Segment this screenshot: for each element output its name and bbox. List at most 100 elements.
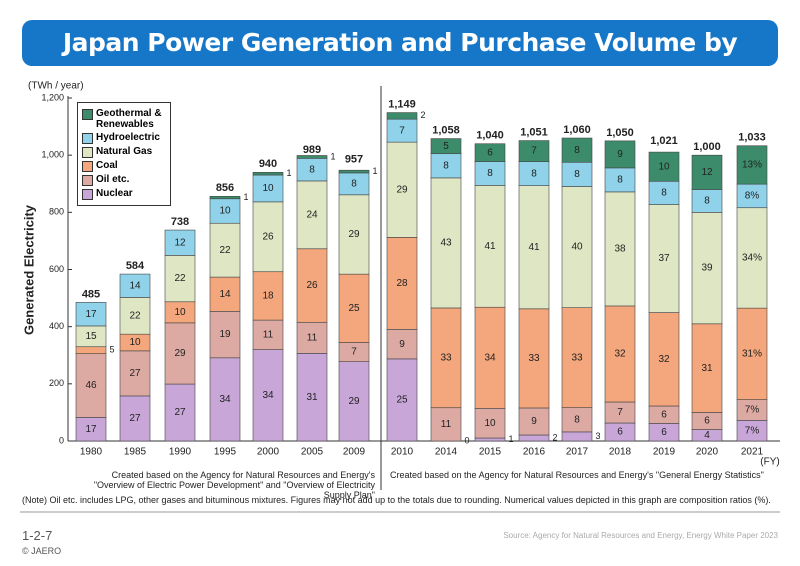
bar-segment [474,185,506,308]
data-label: 29 [348,396,360,407]
data-label: 6 [661,427,667,438]
x-tick-label: 1980 [80,447,103,458]
total-label: 940 [259,158,277,170]
y-tick-label: 600 [49,264,64,274]
bar-segment [209,198,241,224]
y-tick-label: 400 [49,321,64,331]
legend-label: Geothermal & Renewables [96,108,162,130]
data-label: 18 [262,291,274,302]
data-label: 8 [574,414,580,425]
bar-segment [736,307,768,400]
x-tick-label: 2009 [343,447,366,458]
x-tick-label: 2000 [257,447,280,458]
legend-label: Natural Gas [96,146,153,157]
bar-segment [604,140,636,169]
x-tick-label: 2017 [566,447,589,458]
source-right: Created based on the Agency for Natural … [390,470,764,480]
x-tick-label: 2014 [435,447,458,458]
data-label: 33 [440,352,452,363]
data-label: 1 [508,434,513,444]
title-banner: Japan Power Generation and Purchase Volu… [22,20,778,103]
total-label: 738 [171,216,189,228]
data-label: 31 [306,392,318,403]
bar-segment [518,407,550,436]
x-tick-label: 2019 [653,447,676,458]
data-label: 26 [306,280,318,291]
total-label: 1,051 [520,126,548,138]
data-label: 28 [396,278,408,289]
data-label: 29 [174,348,186,359]
legend-swatch [82,161,93,172]
legend-item: Oil etc. [82,174,166,186]
x-tick-label: 2015 [479,447,502,458]
y-tick-label: 0 [59,435,64,445]
data-label: 25 [348,303,360,314]
bar-segment [119,273,151,298]
data-label: 8 [574,145,580,156]
data-label: 34 [484,352,496,363]
data-label: 39 [701,263,713,274]
copyright: © JAERO [22,546,62,556]
data-label: 4 [704,430,710,441]
data-label: 22 [129,310,141,321]
legend-item: Hydroelectric [82,132,166,144]
bar-segment [209,311,241,359]
bar-segment [338,169,370,174]
data-label: 7% [745,405,760,416]
x-tick-label: 2021 [741,447,764,458]
x-tick-label: 2018 [609,447,632,458]
data-label: 27 [129,413,141,424]
bar-segment [518,161,550,186]
total-label: 1,058 [432,124,460,136]
total-label: 989 [303,144,321,156]
legend-swatch [82,189,93,200]
bar-segment [736,145,768,185]
data-label: 1 [330,151,335,161]
bar-segment [561,407,593,433]
total-label: 1,033 [738,132,766,144]
data-label: 41 [484,241,496,252]
y-unit-label: (TWh / year) [28,81,84,92]
data-label: 8 [574,169,580,180]
data-label: 38 [614,244,626,255]
bar-segment [474,408,506,439]
x-tick-label: 2020 [696,447,719,458]
data-label: 17 [85,309,97,320]
y-tick-label: 1,000 [41,150,64,160]
bar-segment [252,319,284,350]
legend-label: Oil etc. [96,174,130,185]
bar-segment [474,143,506,162]
bar-segment [736,207,768,309]
bar-segment [119,395,151,442]
data-label: 7 [399,125,405,136]
bar-segment [252,174,284,203]
data-label: 29 [396,184,408,195]
data-label: 6 [704,416,710,427]
data-label: 22 [219,245,231,256]
data-label: 2 [420,110,425,120]
data-label: 10 [219,206,231,217]
data-label: 14 [219,289,231,300]
bar-segment [691,212,723,325]
total-label: 1,000 [693,141,721,153]
data-label: 31 [701,363,713,374]
bar-segment [338,273,370,343]
bar-segment [430,138,462,155]
source-left-line: "Overview of Electric Power Development"… [93,480,375,500]
bar-segment [648,204,680,313]
source-left-line: Created based on the Agency for Natural … [111,470,375,480]
y-tick-label: 200 [49,378,64,388]
data-label: 9 [399,339,405,350]
bar-segment [119,350,151,397]
bar-segment [209,357,241,442]
data-label: 7 [531,146,537,157]
bar-segment [561,307,593,408]
bar-segment [561,186,593,308]
bar-segment [474,306,506,409]
data-label: 34 [219,394,231,405]
bar-segment [691,154,723,190]
bar-segment [604,191,636,307]
x-unit-label: (FY) [760,457,779,468]
footnote: (Note) Oil etc. includes LPG, other gase… [22,495,771,505]
data-label: 7 [617,407,623,418]
